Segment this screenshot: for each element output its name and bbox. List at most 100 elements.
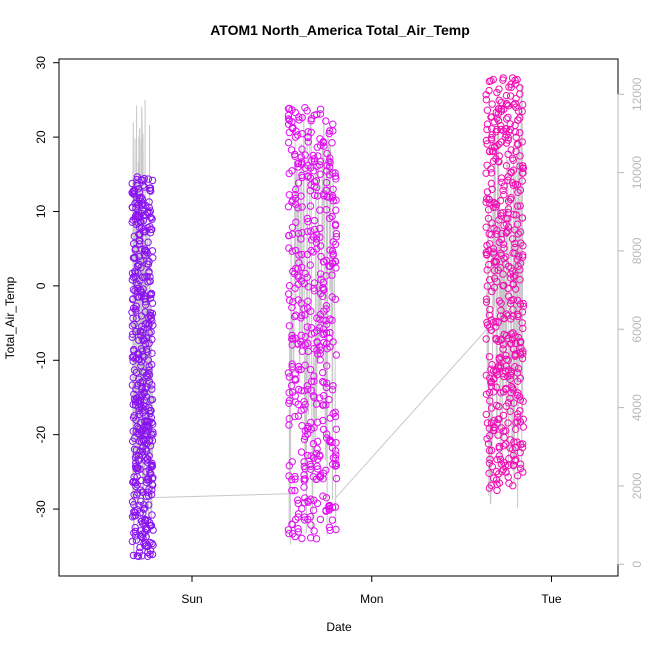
temperature-point: [134, 280, 142, 289]
temperature-point: [332, 474, 341, 483]
temperature-point: [322, 494, 331, 502]
temperature-point: [307, 465, 315, 473]
temperature-point: [326, 262, 334, 271]
temperature-point: [310, 454, 318, 462]
temperature-point: [316, 310, 325, 319]
temperature-point: [129, 400, 137, 409]
temperature-point: [292, 218, 300, 227]
temperature-point: [303, 273, 311, 281]
temperature-point: [129, 357, 137, 365]
temperature-point: [309, 440, 318, 448]
temperature-point: [130, 501, 138, 509]
temperature-point: [504, 197, 513, 206]
temperature-point: [487, 326, 496, 334]
temperature-point: [510, 399, 518, 407]
temperature-point: [487, 481, 495, 489]
temperature-point: [131, 527, 140, 536]
temperature-point: [493, 486, 501, 495]
temperature-point: [143, 260, 151, 268]
temperature-series: [284, 104, 341, 543]
temperature-point: [130, 390, 138, 398]
temperature-point: [482, 136, 491, 145]
temperature-point: [485, 459, 494, 467]
temperature-point: [512, 80, 520, 88]
temperature-point: [493, 371, 501, 379]
temperature-point: [295, 385, 303, 394]
temperature-point: [502, 228, 511, 236]
temperature-point: [329, 120, 337, 128]
temperature-point: [141, 539, 150, 547]
temperature-point: [490, 250, 498, 258]
temperature-point: [485, 469, 493, 477]
temperature-point: [140, 388, 148, 396]
temperature-point: [506, 407, 514, 415]
temperature-point: [482, 295, 491, 303]
temperature-point: [300, 435, 309, 444]
temperature-point: [483, 266, 491, 274]
x-tick-label: Tue: [541, 592, 562, 606]
temperature-point: [502, 253, 510, 261]
temperature-point: [304, 227, 312, 236]
temperature-point: [319, 475, 327, 483]
x-tick-label: Mon: [360, 592, 383, 606]
temperature-point: [298, 171, 306, 180]
temperature-point: [295, 113, 303, 121]
temperature-point: [145, 371, 154, 379]
temperature-point: [301, 475, 309, 483]
temperature-point: [331, 295, 340, 303]
temperature-point: [502, 355, 511, 363]
y-tick-label: 20: [34, 130, 48, 144]
temperature-point: [148, 385, 156, 393]
temperature-point: [304, 297, 312, 305]
temperature-point: [497, 174, 506, 182]
temperature-point: [288, 198, 296, 206]
temperature-point: [516, 152, 524, 160]
temperature-point: [326, 315, 334, 323]
temperature-point: [316, 110, 325, 118]
temperature-point: [148, 176, 157, 185]
temperature-point: [502, 91, 511, 100]
temperature-point: [499, 186, 507, 195]
temperature-point: [149, 541, 157, 549]
temperature-point: [332, 425, 340, 433]
temperature-point: [285, 231, 293, 240]
temperature-point: [518, 214, 527, 222]
temperature-point: [139, 217, 148, 225]
temperature-point: [304, 347, 312, 356]
temperature-point: [144, 548, 152, 557]
temperature-point: [504, 356, 512, 364]
temperature-point: [148, 459, 156, 468]
temperature-point: [298, 203, 306, 211]
temperature-point: [322, 317, 330, 325]
temperature-point: [139, 505, 148, 513]
temperature-point: [325, 157, 333, 165]
temperature-point: [514, 333, 523, 342]
temperature-point: [514, 188, 522, 197]
temperature-point: [137, 497, 145, 505]
temperature-point: [137, 176, 145, 184]
temperature-point: [294, 159, 303, 168]
temperature-point: [482, 223, 490, 231]
temperature-point: [295, 259, 303, 267]
temperature-point: [288, 247, 296, 255]
temperature-point: [306, 365, 315, 374]
temperature-point: [495, 355, 503, 363]
temperature-point: [138, 245, 146, 253]
temperature-point: [298, 130, 306, 138]
temperature-point: [141, 295, 150, 303]
temperature-point: [488, 219, 496, 227]
temperature-point: [311, 191, 319, 200]
temperature-point: [486, 305, 494, 314]
temperature-point: [285, 472, 293, 480]
temperature-point: [287, 381, 296, 390]
temperature-point: [516, 460, 525, 468]
temperature-point: [493, 88, 501, 97]
temperature-point: [499, 240, 508, 248]
temperature-point: [319, 425, 328, 434]
temperature-point: [313, 437, 322, 446]
temperature-point: [499, 74, 507, 82]
temperature-point: [145, 452, 153, 460]
temperature-point: [291, 334, 299, 342]
temperature-point: [516, 464, 525, 473]
temperature-point: [492, 108, 501, 117]
